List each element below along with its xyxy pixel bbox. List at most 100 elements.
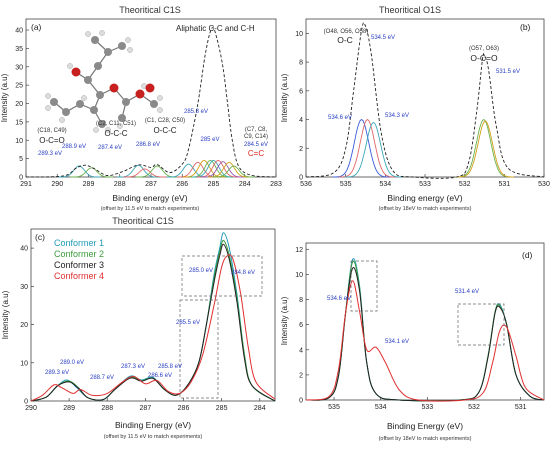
a-e4: 285.8 eV	[184, 109, 208, 115]
component-peak	[344, 121, 402, 178]
y-tick-label: 8	[299, 60, 303, 67]
y-tick-label: 10	[20, 360, 28, 367]
x-tick-label: 283	[270, 181, 282, 188]
x-tick-label: 285	[216, 405, 228, 412]
legend-entry: Conformer 4	[54, 271, 104, 281]
panel-a-title: Theoritical C1S	[119, 5, 181, 15]
x-tick-label: 534	[379, 181, 391, 188]
a-e5: 286.8 eV	[136, 142, 160, 148]
panel-a-xlabel: Binding energy (eV)	[112, 193, 187, 203]
panel-a-ylabel: Intensity (a.u)	[0, 73, 9, 122]
legend-entry: Conformer 1	[54, 238, 104, 248]
y-tick-label: 20	[20, 322, 28, 329]
c-e6: 288.7 eV	[90, 375, 114, 381]
c-e2: 284.8 eV	[231, 270, 255, 276]
a-e7: 284.5 eV	[244, 142, 268, 148]
panel-a-note: (offset by 11.5 eV to match experiments)	[101, 206, 200, 212]
y-tick-label: 12	[295, 247, 303, 254]
y-tick-label: 20	[15, 101, 23, 108]
panel-d: 535 534 533 532 531 0 2 4 6 8 10 12 (d) 534.6 eV 53…	[280, 242, 545, 442]
y-tick-label: 15	[15, 119, 23, 126]
b-e4: 531.5 eV	[496, 69, 520, 75]
y-tick-label: 25	[15, 83, 23, 90]
panel-c-ticks: 290 289 288 287 286 285 284 0 10 20 30 40	[20, 246, 265, 412]
a-g4-atoms: (C7, C8,	[245, 127, 268, 133]
panel-a-frame	[25, 18, 277, 178]
x-tick-label: 532	[468, 404, 480, 411]
x-tick-label: 533	[419, 181, 431, 188]
panel-c-title: Theoritical C1S	[112, 216, 174, 226]
x-tick-label: 531	[498, 181, 510, 188]
panel-d-note: (offset by 18eV to match experiments)	[379, 436, 472, 442]
component-peak	[338, 118, 396, 178]
y-tick-label: 4	[299, 347, 303, 354]
a-e6: 285 eV	[200, 137, 219, 143]
b-g2-bond: O-C=O	[470, 53, 498, 63]
x-tick-label: 290	[51, 181, 63, 188]
x-tick-label: 285	[208, 181, 220, 188]
y-tick-label: 2	[299, 372, 303, 379]
panel-c-xlabel: Binding Energy (eV)	[115, 420, 191, 430]
c-highlight-box-shoulder	[179, 299, 219, 399]
panel-d-frame	[305, 242, 545, 401]
panel-b-ticks: 536 535 534 533 532 531 530 0 2 4 6 8 10	[295, 31, 550, 188]
b-e3: 534.3 eV	[385, 113, 409, 119]
panel-b-title: Theoritical O1S	[379, 5, 441, 15]
a-g4-atoms2: C9, C14)	[244, 134, 268, 140]
c-e5: 289.3 eV	[45, 370, 69, 376]
series-line-conformer-4	[30, 254, 276, 402]
b-g2-atoms: (O57, O63)	[469, 46, 499, 52]
x-tick-label: 535	[328, 404, 340, 411]
component-peak	[192, 160, 235, 178]
x-tick-label: 534	[375, 404, 387, 411]
x-tick-label: 532	[459, 181, 471, 188]
x-tick-label: 286	[178, 405, 190, 412]
a-g1-bond: O-C=O	[39, 136, 65, 145]
y-tick-label: 35	[15, 46, 23, 53]
panel-c: Theoritical C1S 290 289 288 287 286 285 284 0 10…	[1, 216, 276, 440]
component-peak	[57, 165, 101, 178]
series-line-conformer-4	[305, 280, 545, 402]
panel-c-frame	[30, 228, 276, 402]
panel-c-note: (offset by 11.5 eV to match experiments)	[104, 434, 203, 440]
total-envelope-line	[305, 22, 545, 179]
legend-entry: Conformer 3	[54, 260, 104, 270]
panel-a-envelope	[25, 27, 277, 178]
panel-c-series	[30, 232, 276, 402]
x-tick-label: 288	[114, 181, 126, 188]
c-e1: 285.0 eV	[189, 268, 213, 274]
x-tick-label: 536	[300, 181, 312, 188]
x-tick-label: 287	[145, 181, 157, 188]
b-g1-bond: O-C	[337, 35, 353, 45]
x-tick-label: 286	[176, 181, 188, 188]
y-tick-label: 4	[299, 117, 303, 124]
a-e1: 288.9 eV	[62, 144, 86, 150]
panel-b-xlabel: Binding energy (eV)	[387, 193, 462, 203]
d-e1: 534.6 eV	[327, 296, 351, 302]
y-tick-label: 10	[295, 272, 303, 279]
d-highlight-box-right	[457, 303, 505, 346]
a-g2-atoms: (C2, C11, C51)	[96, 121, 136, 127]
component-peak	[70, 167, 113, 178]
a-e3: 287.4 eV	[98, 145, 122, 151]
y-tick-label: 10	[15, 138, 23, 145]
component-peak	[333, 118, 391, 178]
y-tick-label: 6	[299, 88, 303, 95]
a-g1-atoms: (C18, C49)	[37, 128, 66, 134]
a-g4-bond: C=C	[248, 149, 264, 158]
d-highlight-box-left	[350, 260, 378, 312]
y-tick-label: 0	[19, 175, 23, 182]
x-tick-label: 289	[83, 181, 95, 188]
b-e2: 534.6 eV	[328, 115, 352, 121]
x-tick-label: 535	[340, 181, 352, 188]
y-tick-label: 6	[299, 322, 303, 329]
panel-d-xlabel: Binding Energy (eV)	[387, 421, 463, 431]
panel-b-component-peaks	[333, 118, 514, 178]
legend-entry: Conformer 2	[54, 249, 104, 259]
y-tick-label: 0	[299, 398, 303, 405]
a-e2: 289.3 eV	[38, 151, 62, 157]
c-e9: 286.6 eV	[148, 373, 172, 379]
panel-b-note: (offset by 18eV to match experiments)	[379, 206, 472, 212]
c-e8: 285.8 eV	[158, 364, 182, 370]
